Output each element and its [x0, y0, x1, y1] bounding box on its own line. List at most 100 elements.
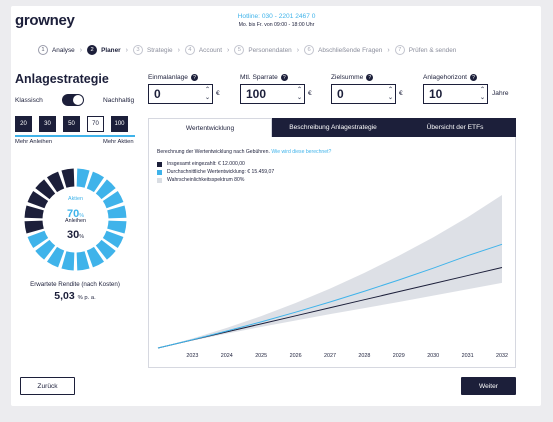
x-tick-label: 2028: [358, 353, 370, 359]
donut-segment-stocks: [95, 179, 116, 200]
einmalanlage-input[interactable]: 0 ⌃ ⌄: [148, 84, 213, 104]
help-icon[interactable]: ?: [280, 74, 288, 81]
einmalanlage-label: Einmalanlage?: [148, 74, 198, 81]
chevron-right-icon: ›: [227, 46, 230, 54]
stocks-value: 70: [66, 208, 80, 220]
donut-segment-stocks: [86, 246, 105, 268]
chevron-down-icon[interactable]: ⌄: [479, 95, 485, 101]
tab-etfs[interactable]: Übersicht der ETFs: [394, 118, 516, 137]
stocks-share: 70%: [23, 204, 128, 222]
chevron-up-icon[interactable]: ⌃: [479, 87, 485, 93]
chevron-right-icon: ›: [177, 46, 180, 54]
main-card: [11, 6, 541, 406]
bonds-share: 30%: [23, 225, 128, 243]
help-icon[interactable]: ?: [470, 74, 477, 81]
einmalanlage-unit: €: [216, 90, 220, 97]
allocation-selector: 20 30 50 70 100: [15, 116, 128, 132]
step-label: Planer: [101, 46, 121, 54]
step-label: Abschließende Fragen: [318, 46, 383, 54]
step-number: 5: [234, 45, 245, 55]
step-number: 2: [87, 45, 98, 55]
donut-segment-bonds: [24, 220, 44, 234]
logo[interactable]: growney: [15, 12, 75, 29]
step-personendaten: 5 Personendaten: [234, 45, 292, 55]
allocation-donut: Aktien 70% Anleihen 30%: [23, 167, 128, 272]
sparrate-label-text: Mtl. Sparrate: [240, 74, 278, 81]
chevron-down-icon[interactable]: ⌄: [387, 95, 393, 101]
legend-label: Wahrscheinlichkeitsspektrum 80%: [167, 177, 245, 183]
stocks-percent: %: [79, 213, 85, 219]
expected-return: 5,03 % p. a.: [0, 290, 150, 302]
spinner[interactable]: ⌃ ⌄: [205, 86, 210, 102]
step-label: Account: [198, 46, 223, 54]
step-analyse[interactable]: 1 Analyse: [38, 45, 75, 55]
zielsumme-label: Zielsumme?: [331, 74, 374, 81]
calc-link[interactable]: Wie wird diese berechnet?: [271, 149, 332, 155]
donut-segment-stocks: [35, 239, 56, 260]
donut-segment-stocks: [27, 230, 49, 249]
sparrate-label: Mtl. Sparrate?: [240, 74, 288, 81]
donut-segment-stocks: [102, 230, 124, 249]
label-more-bonds: Mehr Anleihen: [15, 139, 53, 145]
donut-segment-bonds: [24, 205, 44, 219]
chevron-up-icon[interactable]: ⌃: [387, 87, 393, 93]
x-tick-label: 2027: [324, 353, 336, 359]
probability-band: [158, 195, 502, 348]
allocation-option-30[interactable]: 30: [39, 116, 56, 132]
legend-swatch: [157, 169, 162, 175]
horizont-label: Anlagehorizont?: [423, 74, 477, 81]
step-number: 7: [394, 45, 405, 55]
allocation-option-20[interactable]: 20: [15, 116, 32, 132]
chevron-right-icon: ›: [79, 46, 83, 54]
step-planer[interactable]: 2 Planer: [87, 45, 121, 55]
donut-segment-stocks: [107, 205, 127, 219]
allocation-option-50[interactable]: 50: [63, 116, 80, 132]
chevron-up-icon[interactable]: ⌃: [204, 87, 210, 93]
einmalanlage-value: 0: [154, 87, 161, 101]
spinner[interactable]: ⌃ ⌄: [297, 86, 302, 102]
hotline-hours: Mo. bis Fr. von 09:00 - 18:00 Uhr: [238, 22, 315, 28]
donut-segment-stocks: [61, 251, 75, 271]
x-tick-label: 2023: [186, 353, 198, 359]
sparrate-input[interactable]: 100 ⌃ ⌄: [240, 84, 305, 104]
spinner[interactable]: ⌃ ⌄: [480, 86, 485, 102]
donut-segment-bonds: [46, 171, 65, 193]
zielsumme-unit: €: [399, 90, 403, 97]
hotline[interactable]: Hotline: 030 - 2201 2467 0: [237, 13, 316, 20]
tab-beschreibung[interactable]: Beschreibung Anlagestrategie: [272, 118, 394, 137]
chevron-down-icon[interactable]: ⌄: [204, 95, 210, 101]
toggle-label-classic: Klassisch: [15, 97, 43, 104]
back-button[interactable]: Zurück: [20, 377, 75, 395]
toggle-label-sustainable: Nachhaltig: [103, 97, 135, 104]
donut-segment-stocks: [46, 246, 65, 268]
help-icon[interactable]: ?: [366, 74, 374, 81]
einmalanlage-label-text: Einmalanlage: [148, 74, 188, 81]
zielsumme-input[interactable]: 0 ⌃ ⌄: [331, 84, 396, 104]
legend-item-paid-in: Insgesamt eingezahlt: € 12.000,00: [157, 161, 245, 167]
sustainability-toggle[interactable]: [62, 94, 84, 106]
step-abschliessende-fragen: 6 Abschließende Fragen: [304, 45, 382, 55]
donut-segment-stocks: [86, 171, 105, 193]
chevron-up-icon[interactable]: ⌃: [296, 87, 302, 93]
allocation-track: [15, 135, 135, 137]
x-tick-label: 2029: [393, 353, 405, 359]
chevron-down-icon[interactable]: ⌄: [296, 95, 302, 101]
performance-chart: 2023 2024 2025 2026 2027 2028 2029 2030 2031 2032: [157, 195, 508, 359]
step-pruefen-senden: 7 Prüfen & senden: [394, 45, 456, 55]
spinner[interactable]: ⌃ ⌄: [388, 86, 393, 102]
chevron-right-icon: ›: [125, 46, 128, 54]
expected-return-value: 5,03: [54, 290, 75, 302]
donut-segment-stocks: [76, 168, 90, 188]
step-strategie: 3 Strategie: [132, 45, 173, 55]
horizont-input[interactable]: 10 ⌃ ⌄: [423, 84, 488, 104]
donut-segment-stocks: [76, 251, 90, 271]
donut-segment-bonds: [61, 168, 75, 188]
next-button[interactable]: Weiter: [461, 377, 516, 395]
x-tick-label: 2024: [221, 353, 233, 359]
chevron-right-icon: ›: [387, 46, 390, 54]
help-icon[interactable]: ?: [190, 74, 198, 81]
allocation-option-70[interactable]: 70: [87, 116, 104, 132]
allocation-option-100[interactable]: 100: [111, 116, 128, 132]
tab-wertentwicklung[interactable]: Wertentwicklung: [148, 118, 272, 137]
zielsumme-label-text: Zielsumme: [331, 74, 364, 81]
